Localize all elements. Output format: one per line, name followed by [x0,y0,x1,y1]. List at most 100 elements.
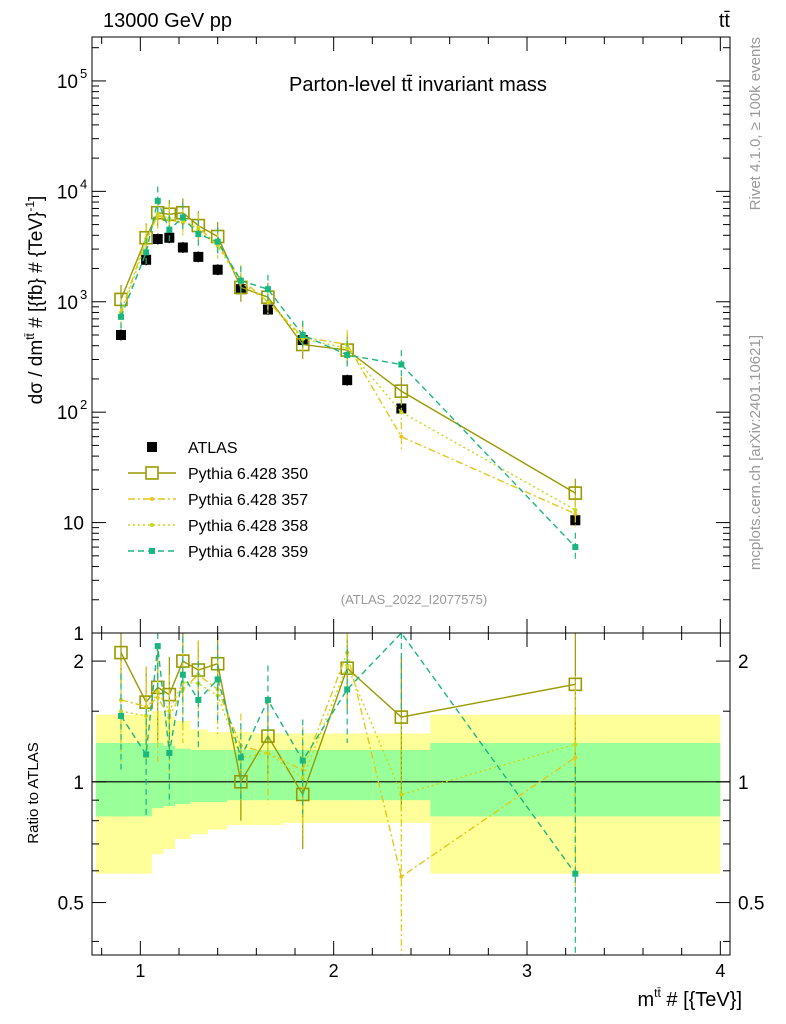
ratio-point-3 [155,689,160,694]
atlas-point [342,375,353,386]
y-tick-exponent: 5 [80,66,87,81]
ratio-point-4 [264,696,271,703]
legend-marker-2 [150,497,154,501]
series-point-4 [344,351,351,358]
ratio-point-4 [344,686,351,693]
atlas-point [193,251,204,262]
legend-label-1: Pythia 6.428 350 [188,466,308,483]
x-tick-label: 3 [522,961,532,981]
ratio-tick-label-right: 0.5 [738,894,764,915]
x-label-m: m [637,989,654,1011]
y-label-part-b: # [{fb} # {TeV} [26,212,47,334]
atlas-point [212,264,223,275]
ratio-point-4 [143,751,150,758]
ratio-band-inner [324,750,373,801]
ratio-point-3 [167,709,172,714]
series-point-4 [264,286,271,293]
ratio-tick-label-right: 2 [738,652,749,673]
legend-marker-4 [149,548,155,554]
ratio-panel: 1 2 3 4 0.5 0.5 1 1 2 2 [58,631,764,981]
y-tick-exponent: 4 [80,176,87,191]
ratio-point-3 [300,776,305,781]
ratio-band-inner [151,742,164,809]
series-point-4 [118,313,124,320]
y-tick-label: 10 [57,182,78,203]
y-label-part-c: ] [26,196,47,201]
y-label-part-a: dσ / dm [26,340,47,405]
ratio-ticks: 1 2 3 4 0.5 0.5 1 1 2 2 [58,633,764,981]
ratio-tick-label-right: 1 [738,773,749,794]
legend-label-4: Pythia 6.428 359 [188,544,308,561]
ratio-point-3 [119,709,123,714]
ratio-series [114,631,583,955]
ratio-band-inner [132,742,152,817]
series-point-2 [399,434,404,439]
y-label-sup2: -1 [23,201,37,212]
legend-marker-3 [150,523,154,527]
legend: ATLAS Pythia 6.428 350 Pythia 6.428 357 Pyt… [128,440,308,561]
y-tick-label: 10 [63,514,84,535]
atlas-point [177,242,188,253]
ratio-point-4 [299,757,306,764]
ratio-point-4 [572,870,579,877]
y-tick-exponent: 2 [80,397,87,412]
atlas-point [116,330,126,340]
header-process: tt̄ [719,10,731,32]
reference-label: (ATLAS_2022_I2077575) [341,592,487,607]
series-point-4 [143,249,150,256]
series-point-3 [345,346,350,351]
y-tick-label: 10 [57,293,78,314]
ratio-band-inner [190,750,208,803]
series-point-2 [573,511,578,516]
series-point-1 [568,486,583,500]
ratio-point-4 [195,696,202,703]
series-point-3 [196,227,201,232]
ratio-point-3 [144,713,149,718]
y-tick-label: 10 [57,403,78,424]
ratio-point-3 [345,663,350,668]
series-point-3 [573,508,578,513]
ratio-point-2 [155,695,160,700]
legend-label-3: Pythia 6.428 358 [188,518,308,535]
y-tick-exponent: 3 [80,287,87,302]
y-label-sup: tt̄ [23,332,37,339]
series-point-4 [237,277,244,284]
x-axis-label: mtt̄ # [{TeV}] [637,986,742,1011]
ratio-point-4 [166,749,173,756]
ratio-point-2 [144,704,149,709]
legend-label-2: Pythia 6.428 357 [188,492,308,509]
ratio-band-inner [95,742,133,817]
series-point-3 [265,299,270,304]
series-point-4 [214,238,221,245]
header-energy: 13000 GeV pp [103,10,232,32]
x-label-rest: # [{TeV}] [661,989,742,1011]
series-point-4 [195,231,202,238]
main-panel: Parton-level tt̄ invariant mass (ATLAS_2… [57,36,731,645]
series-point-4 [179,214,186,221]
legend-marker-1 [145,466,159,480]
ratio-point-2 [399,874,404,879]
ratio-point-4 [179,671,186,678]
ratio-tick-label: 2 [73,652,84,673]
legend-label-0: ATLAS [188,440,238,457]
series-point-4 [154,197,161,204]
x-tick-label: 2 [329,961,339,981]
ratio-point-4 [214,676,221,683]
atlas-point [152,234,163,245]
ratio-y-axis-label: Ratio to ATLAS [25,742,42,843]
y-axis-label: dσ / dmtt̄ # [{fb} # {TeV}-1] [23,196,47,405]
x-tick-label: 4 [715,961,725,981]
ratio-band-inner [208,750,228,803]
ratio-tick-label: 1 [73,773,84,794]
mcplots-label: mcplots.cern.ch [arXiv:2401.10621] [747,335,764,570]
ratio-band-inner [254,750,284,801]
series-point-3 [215,243,220,248]
x-tick-label: 1 [135,961,145,981]
ratio-point-4 [154,643,161,650]
series-point-1 [394,384,409,398]
ratio-point-4 [237,754,244,761]
series-point-4 [299,332,306,338]
ratio-point-3 [399,792,404,797]
